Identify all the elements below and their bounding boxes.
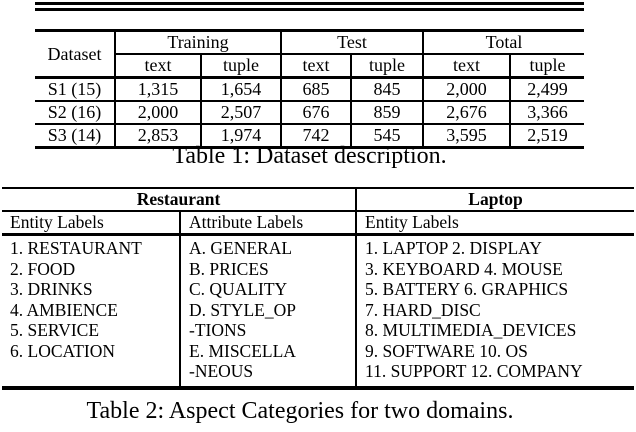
- label-line: 1. RESTAURANT: [10, 238, 142, 258]
- subheader-training-text: text: [114, 54, 201, 79]
- dataset-table-container: Dataset Training Test Total text tuple t…: [35, 29, 585, 149]
- column-group-total: Total: [422, 30, 585, 55]
- subheader-training-tuple: tuple: [199, 54, 282, 79]
- top-double-rule-upper: [35, 2, 584, 5]
- cell-value: 742: [280, 124, 352, 149]
- cell-value: 2,499: [509, 77, 585, 102]
- label-line: A. GENERAL: [189, 238, 293, 258]
- laptop-entity-labels-cell: 1. LAPTOP 2. DISPLAY 3. KEYBOARD 4. MOUS…: [355, 234, 635, 388]
- label-line: 4. AMBIENCE: [10, 299, 118, 320]
- label-line: -TIONS: [189, 320, 247, 340]
- label-line: D. STYLE_OP: [189, 299, 296, 320]
- cell-value: 1,654: [199, 77, 282, 102]
- label-line: 9. SOFTWARE 10. OS: [365, 340, 528, 361]
- table1-caption: Table 1: Dataset description.: [172, 143, 447, 169]
- label-line: 1. LAPTOP 2. DISPLAY: [365, 238, 542, 258]
- cell-value: 2,676: [422, 101, 511, 125]
- column-group-training: Training: [113, 30, 282, 55]
- subheader-total-tuple: tuple: [509, 54, 585, 79]
- cell-dataset: S3 (14): [35, 124, 115, 149]
- subheader-total-text: text: [422, 54, 511, 79]
- aspect-body-row: 1. RESTAURANT 2. FOOD 3. DRINKS 4. AMBIE…: [2, 234, 635, 388]
- table-row-s1: S1 (15) 1,315 1,654 685 845 2,000 2,499: [35, 77, 585, 102]
- cell-value: 676: [280, 101, 352, 125]
- cell-value: 859: [350, 101, 424, 125]
- cell-value: 845: [350, 77, 424, 102]
- label-line: C. QUALITY: [189, 279, 288, 299]
- subheader-test-tuple: tuple: [350, 54, 424, 79]
- cell-value: 2,519: [509, 124, 585, 149]
- domain-header-laptop: Laptop: [355, 188, 635, 212]
- restaurant-attribute-labels-cell: A. GENERAL B. PRICES C. QUALITY D. STYLE…: [178, 234, 357, 388]
- domain-header-restaurant: Restaurant: [2, 188, 357, 212]
- table2-caption: Table 2: Aspect Categories for two domai…: [86, 398, 514, 424]
- column-group-test: Test: [280, 30, 424, 55]
- cell-value: 2,000: [422, 77, 511, 102]
- label-line: 7. HARD_DISC: [365, 299, 481, 320]
- column-header-dataset: Dataset: [35, 30, 115, 79]
- label-line: 8. MULTIMEDIA_DEVICES: [365, 320, 577, 340]
- label-line: 5. BATTERY 6. GRAPHICS: [365, 279, 569, 299]
- table-row-s3: S3 (14) 2,853 1,974 742 545 3,595 2,519: [35, 124, 585, 149]
- label-line: 2. FOOD: [10, 258, 76, 279]
- dataset-table: Dataset Training Test Total text tuple t…: [35, 29, 585, 149]
- label-line: 5. SERVICE: [10, 320, 100, 340]
- subheader-test-text: text: [280, 54, 352, 79]
- cell-value: 3,595: [422, 124, 511, 149]
- label-line: 3. KEYBOARD 4. MOUSE: [365, 258, 563, 279]
- label-line: 3. DRINKS: [10, 279, 93, 299]
- cell-value: 2,507: [199, 101, 282, 125]
- cell-dataset: S2 (16): [35, 101, 115, 125]
- cell-value: 1,315: [114, 77, 201, 102]
- cell-value: 2,853: [114, 124, 201, 149]
- table-row-s2: S2 (16) 2,000 2,507 676 859 2,676 3,366: [35, 101, 585, 125]
- label-line: 6. LOCATION: [10, 340, 115, 361]
- label-line: B. PRICES: [189, 258, 269, 279]
- label-line: -NEOUS: [189, 361, 254, 381]
- column-header-restaurant-entity: Entity Labels: [2, 211, 180, 236]
- column-header-laptop-entity: Entity Labels: [355, 211, 635, 236]
- cell-value: 685: [280, 77, 352, 102]
- top-double-rule-lower: [35, 8, 584, 11]
- cell-value: 3,366: [509, 101, 585, 125]
- label-line: E. MISCELLA: [189, 340, 296, 361]
- aspect-table: Restaurant Laptop Entity Labels Attribut…: [2, 187, 635, 390]
- cell-value: 2,000: [114, 101, 201, 125]
- cell-dataset: S1 (15): [35, 77, 115, 102]
- column-header-restaurant-attribute: Attribute Labels: [178, 211, 357, 236]
- restaurant-entity-labels-cell: 1. RESTAURANT 2. FOOD 3. DRINKS 4. AMBIE…: [2, 235, 180, 388]
- cell-value: 1,974: [199, 124, 282, 149]
- label-line: 11. SUPPORT 12. COMPANY: [365, 361, 583, 381]
- cell-value: 545: [350, 124, 424, 149]
- aspect-table-container: Restaurant Laptop Entity Labels Attribut…: [2, 187, 635, 390]
- label-line: [10, 361, 179, 382]
